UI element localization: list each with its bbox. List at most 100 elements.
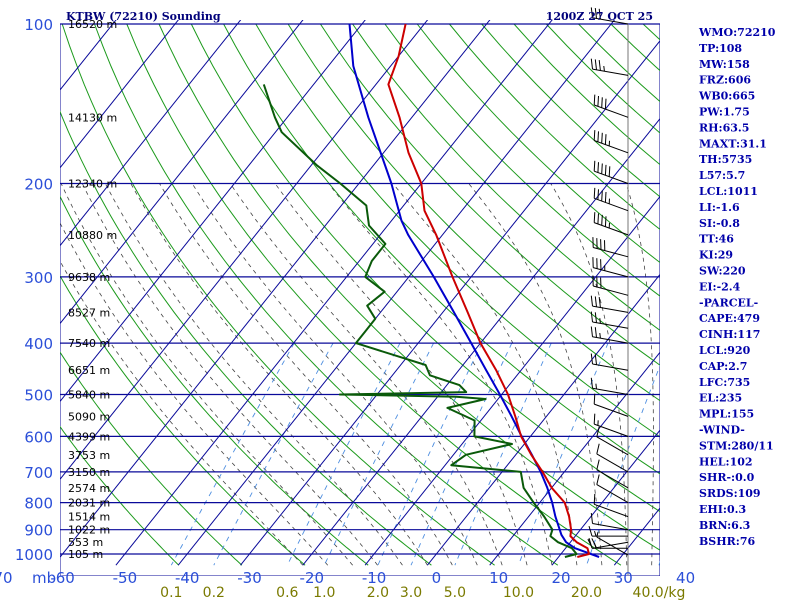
stat-line: LFC:735 — [699, 376, 750, 389]
height-label: 105 m — [68, 548, 103, 561]
chart-title: KTBW (72210) Sounding — [66, 10, 221, 23]
mixing-ratio-label: 5.0 — [444, 585, 466, 600]
height-label: 1022 m — [68, 524, 110, 537]
parcel-trace — [348, 23, 600, 558]
wind-barb — [592, 257, 629, 278]
height-label: 2574 m — [68, 482, 110, 495]
dry-adiabat — [158, 23, 660, 551]
stat-line: BRN:6.3 — [699, 519, 750, 532]
temperature-tick-label: 40 — [676, 569, 695, 587]
stat-line: RH:63.5 — [699, 121, 749, 134]
wind-barb — [590, 513, 629, 531]
mixing-ratio-line — [170, 342, 295, 566]
grid-layer — [60, 20, 660, 576]
mixing-ratio-line — [323, 342, 435, 566]
wind-barb — [590, 353, 629, 371]
moist-adiabat — [468, 183, 603, 566]
wind-barb — [587, 538, 629, 549]
mixing-ratio-label: 0.2 — [203, 585, 225, 600]
pressure-tick-label: 200 — [24, 176, 53, 194]
dry-adiabat — [255, 23, 660, 438]
pressure-tick-label: 400 — [24, 335, 53, 353]
isotherm-line — [489, 351, 660, 566]
stat-line: TT:46 — [699, 233, 734, 246]
mixing-ratio-line — [586, 364, 660, 566]
mixing-ratio-label: 40.0/kg — [633, 585, 686, 600]
stat-line: LCL:1011 — [699, 185, 758, 198]
pressure-tick-label: 100 — [24, 16, 53, 34]
wind-barb — [588, 525, 628, 537]
temperature-trace — [387, 23, 590, 558]
moist-adiabat — [159, 183, 453, 566]
stat-line: BSHR:76 — [699, 535, 755, 548]
temperature-tick-label: -20 — [300, 569, 325, 587]
temperature-tick-label: -10 — [362, 569, 387, 587]
wind-barb — [593, 413, 629, 437]
temperature-tick-label: 0 — [432, 569, 442, 587]
wind-barb — [593, 94, 629, 118]
height-label: 7540 m — [68, 337, 110, 350]
stat-line: TP:108 — [699, 42, 742, 55]
dry-adiabat — [60, 274, 306, 566]
moist-adiabat — [550, 183, 628, 566]
moist-adiabat — [60, 222, 329, 566]
wind-barb — [596, 443, 629, 473]
stat-line: EHI:0.3 — [699, 503, 746, 516]
height-label: 3753 m — [68, 449, 110, 462]
stat-line: SRDS:109 — [699, 487, 761, 500]
wind-barb — [596, 459, 629, 489]
stat-line: FRZ:606 — [699, 74, 751, 87]
pressure-tick-label: 700 — [24, 464, 53, 482]
dry-adiabat — [287, 23, 660, 402]
isotherm-line — [60, 20, 304, 325]
stat-line: LI:-1.6 — [699, 201, 740, 214]
stat-line: L57:5.7 — [699, 169, 745, 182]
height-label: 8527 m — [68, 306, 110, 319]
dry-adiabat — [61, 23, 495, 566]
temperature-tick-label: -30 — [237, 569, 262, 587]
stat-line: PW:1.75 — [699, 106, 750, 119]
dry-adiabat — [416, 23, 660, 264]
stat-line: HEL:102 — [699, 455, 753, 468]
stat-line: MPL:155 — [699, 408, 754, 421]
temperature-tick-label: 20 — [551, 569, 570, 587]
mixing-ratio-label: 0.6 — [276, 585, 298, 600]
isotherm-line — [302, 117, 660, 566]
stat-line: MAXT:31.1 — [699, 137, 767, 150]
wind-barb — [590, 311, 629, 329]
temperature-tick-label: 10 — [489, 569, 508, 587]
wind-barb — [590, 7, 629, 25]
moist-adiabat — [229, 183, 503, 566]
stat-line: LCL:920 — [699, 344, 751, 357]
height-label: 553 m — [68, 536, 103, 549]
wind-barb — [590, 326, 629, 344]
height-label: 4399 m — [68, 430, 110, 443]
temperature-tick-label: 30 — [614, 569, 633, 587]
dry-adiabat — [60, 425, 180, 566]
mixing-ratio-line — [517, 342, 609, 566]
temperature-tick-label: -40 — [175, 569, 200, 587]
stat-line: WMO:72210 — [698, 26, 776, 39]
height-label: 2031 m — [68, 497, 110, 510]
pressure-unit-label: mb — [32, 569, 56, 587]
wind-barb — [593, 187, 629, 212]
moist-adiabat — [274, 183, 528, 566]
isotherm-line — [427, 273, 660, 566]
mixing-ratio-label: 2.0 — [367, 585, 389, 600]
height-label: 3150 m — [68, 466, 110, 479]
moist-adiabat — [392, 183, 578, 566]
pressure-tick-label: 1000 — [15, 546, 53, 564]
stat-line: WB0:665 — [698, 90, 755, 103]
wind-barb — [593, 393, 629, 417]
temperature-tick-label: -70 — [0, 569, 13, 587]
dewpoint-trace — [262, 84, 578, 558]
mixing-ratio-label: 10.0 — [503, 585, 534, 600]
stat-line: -PARCEL- — [699, 296, 758, 309]
temperature-tick-label: -50 — [113, 569, 138, 587]
height-label: 5090 m — [68, 410, 110, 423]
height-label: 1514 m — [68, 511, 110, 524]
moist-adiabat — [130, 183, 428, 566]
stat-line: MW:158 — [699, 58, 750, 71]
